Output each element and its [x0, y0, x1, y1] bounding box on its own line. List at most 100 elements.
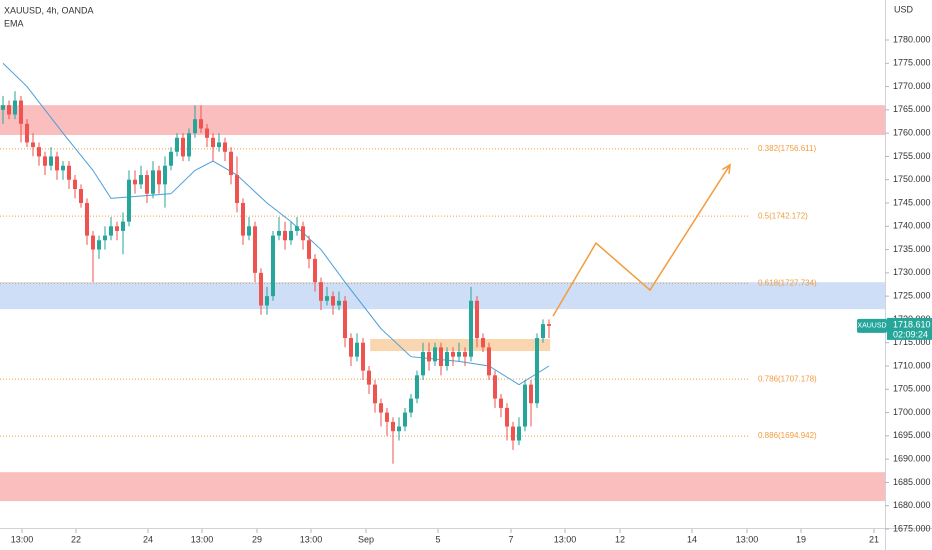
candle-body	[409, 398, 413, 413]
x-tick-label: 12	[615, 534, 625, 544]
candle-body	[511, 426, 515, 441]
candle-body	[373, 384, 377, 404]
y-tick-label: 1755.000	[893, 151, 931, 161]
fib-label: 0.786(1707.178)	[758, 374, 817, 383]
candle-body	[517, 426, 521, 441]
candle-body	[145, 175, 149, 194]
candle-body	[451, 352, 455, 357]
candle-body	[115, 226, 119, 231]
x-tick-label: 24	[143, 534, 153, 544]
candle-body	[445, 352, 449, 366]
candle-body	[295, 226, 299, 231]
y-tick-label: 1780.000	[893, 34, 931, 44]
y-tick-label: 1680.000	[893, 500, 931, 510]
y-tick-label: 1775.000	[893, 58, 931, 68]
candle-body	[523, 384, 527, 427]
candle-body	[193, 119, 197, 134]
candle-body	[271, 235, 275, 297]
candle-body	[475, 300, 479, 339]
candle-body	[223, 142, 227, 152]
candle-body	[151, 170, 155, 194]
candle-body	[505, 407, 509, 427]
candle-body	[175, 137, 179, 152]
candle-body	[325, 296, 329, 301]
candle-body	[247, 226, 251, 236]
zone	[0, 282, 885, 310]
chart-title: XAUUSD, 4h, OANDA	[4, 5, 94, 15]
candle-body	[259, 272, 263, 306]
candle-body	[85, 203, 89, 236]
candle-body	[1, 105, 5, 110]
candle-body	[163, 165, 167, 185]
candle-body	[61, 165, 65, 171]
candle-body	[355, 342, 359, 357]
candle-body	[133, 179, 137, 185]
x-tick-label: 22	[71, 534, 81, 544]
candle-body	[139, 175, 143, 185]
candle-body	[229, 151, 233, 176]
zone	[0, 105, 885, 136]
candle-body	[7, 105, 11, 115]
x-tick-label: 13:00	[300, 534, 323, 544]
price-tag	[887, 317, 932, 340]
candle-body	[397, 426, 401, 432]
x-tick-label: 13:00	[554, 534, 577, 544]
candle-body	[487, 347, 491, 376]
y-tick-label: 1765.000	[893, 104, 931, 114]
candle-body	[217, 142, 221, 148]
candle-body	[415, 375, 419, 399]
candle-body	[55, 156, 59, 171]
candle-body	[187, 133, 191, 157]
y-tick-label: 1735.000	[893, 244, 931, 254]
countdown-label: 02:09:24	[893, 329, 928, 339]
candle-body	[253, 226, 257, 273]
candle-body	[13, 100, 17, 115]
ema-line	[2, 62, 550, 386]
x-tick-label: 21	[869, 534, 879, 544]
candle-body	[457, 352, 461, 357]
candle-body	[307, 240, 311, 259]
candle-body	[91, 235, 95, 250]
candle-body	[343, 300, 347, 339]
candle-body	[403, 412, 407, 427]
candle-body	[433, 347, 437, 362]
candle-body	[181, 137, 185, 157]
candle-body	[109, 226, 113, 236]
indicator-label: EMA	[4, 18, 24, 28]
candle-body	[535, 338, 539, 404]
y-tick-label: 1685.000	[893, 477, 931, 487]
arrow-head	[721, 163, 731, 174]
candle-body	[469, 300, 473, 357]
candle-body	[367, 370, 371, 385]
candle-body	[19, 100, 23, 124]
candle-body	[67, 165, 71, 180]
candle-body	[37, 147, 41, 157]
x-tick-label: 13:00	[191, 534, 214, 544]
plot-area: 0.382(1756.611) 0.5(1742.172) 0.618(1727.7…	[0, 62, 885, 502]
currency-label: USD	[894, 4, 914, 14]
candle-body	[103, 235, 107, 241]
candle-body	[337, 300, 341, 306]
y-tick-label: 1705.000	[893, 384, 931, 394]
candle-body	[421, 352, 425, 376]
candle-body	[127, 179, 131, 222]
candle-body	[169, 151, 173, 166]
fib-label: 0.618(1727.734)	[758, 279, 817, 288]
y-tick-label: 1730.000	[893, 267, 931, 277]
candle-body	[79, 189, 83, 203]
candle-body	[361, 342, 365, 371]
candle-body	[349, 338, 353, 357]
candle-body	[235, 175, 239, 203]
price-tag-label: 1718.610	[893, 319, 931, 329]
y-tick-label: 1760.000	[893, 128, 931, 138]
candle-body	[319, 282, 323, 301]
candle-body	[31, 142, 35, 148]
candle-body	[277, 230, 281, 236]
symbol-tag-label: XAUUSD	[857, 323, 886, 330]
x-tick-label: 13:00	[736, 534, 759, 544]
candle-body	[43, 156, 47, 166]
y-tick-label: 1770.000	[893, 81, 931, 91]
y-tick-label: 1715.000	[893, 337, 931, 347]
